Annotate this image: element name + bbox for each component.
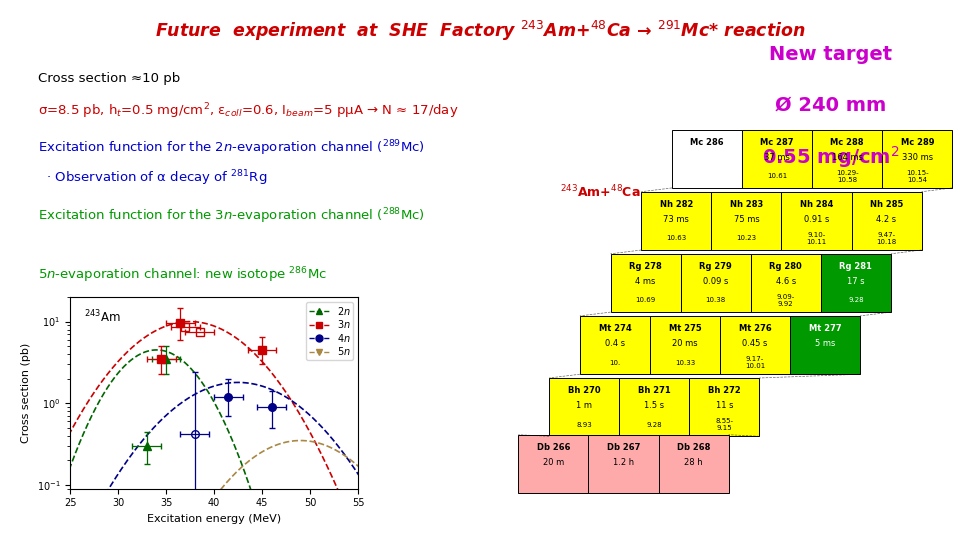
Text: Future  experiment  at  SHE  Factory $^{243}$Am+$^{48}$Ca → $^{291}$Mc* reaction: Future experiment at SHE Factory $^{243}… bbox=[155, 19, 805, 43]
Text: 0.91 s: 0.91 s bbox=[804, 214, 829, 224]
Text: 0.45 s: 0.45 s bbox=[742, 339, 768, 348]
Text: Bh 272: Bh 272 bbox=[708, 386, 741, 395]
Text: New target: New target bbox=[769, 44, 892, 64]
Text: $^{243}$Am+$^{48}$Ca: $^{243}$Am+$^{48}$Ca bbox=[560, 184, 640, 200]
Bar bbox=[672, 130, 742, 188]
Text: Mc 287: Mc 287 bbox=[760, 138, 794, 147]
Bar bbox=[659, 435, 729, 493]
Text: 17 s: 17 s bbox=[847, 276, 865, 286]
Bar bbox=[689, 378, 759, 436]
Text: Nh 282: Nh 282 bbox=[660, 200, 693, 209]
Bar bbox=[781, 192, 852, 250]
Text: 8.55-
9.15: 8.55- 9.15 bbox=[715, 418, 733, 431]
Text: 10.: 10. bbox=[610, 360, 620, 366]
Text: 5 ms: 5 ms bbox=[815, 339, 835, 348]
Text: $^{243}$Am: $^{243}$Am bbox=[84, 308, 121, 325]
Text: 9.17-
10.01: 9.17- 10.01 bbox=[745, 356, 765, 369]
Text: 1 m: 1 m bbox=[576, 401, 592, 410]
Y-axis label: Cross section (pb): Cross section (pb) bbox=[21, 343, 31, 443]
Bar bbox=[720, 316, 790, 374]
Text: 0.55 mg/cm$^2$: 0.55 mg/cm$^2$ bbox=[761, 144, 900, 170]
Bar bbox=[611, 254, 681, 312]
Text: 4.2 s: 4.2 s bbox=[876, 214, 897, 224]
Bar bbox=[588, 435, 659, 493]
Text: 10.23: 10.23 bbox=[736, 235, 756, 241]
Text: 10.15-
10.54: 10.15- 10.54 bbox=[906, 170, 928, 183]
Text: 1.2 h: 1.2 h bbox=[612, 457, 635, 467]
Legend: 2$n$, 3$n$, 4$n$, 5$n$: 2$n$, 3$n$, 4$n$, 5$n$ bbox=[306, 302, 353, 360]
Text: Excitation function for the 2$n$-evaporation channel ($^{289}$Mc): Excitation function for the 2$n$-evapora… bbox=[38, 139, 425, 158]
Text: Rg 280: Rg 280 bbox=[769, 262, 803, 271]
Bar bbox=[882, 130, 952, 188]
Text: Mt 277: Mt 277 bbox=[809, 324, 841, 333]
Text: Rg 281: Rg 281 bbox=[839, 262, 873, 271]
Text: 37 ms: 37 ms bbox=[764, 152, 790, 161]
Text: 1.5 s: 1.5 s bbox=[644, 401, 664, 410]
Text: Db 266: Db 266 bbox=[537, 443, 570, 452]
Text: Mt 275: Mt 275 bbox=[668, 324, 702, 333]
Text: 5$n$-evaporation channel: new isotope $^{286}$Mc: 5$n$-evaporation channel: new isotope $^… bbox=[38, 266, 327, 285]
Text: 10.38: 10.38 bbox=[706, 298, 726, 303]
Bar bbox=[711, 192, 781, 250]
Bar bbox=[821, 254, 891, 312]
Text: 9.28: 9.28 bbox=[848, 298, 864, 303]
Text: Nh 283: Nh 283 bbox=[730, 200, 763, 209]
Text: Db 268: Db 268 bbox=[677, 443, 710, 452]
Text: 9.28: 9.28 bbox=[646, 422, 662, 428]
Text: 0.4 s: 0.4 s bbox=[605, 339, 625, 348]
Text: 28 h: 28 h bbox=[684, 457, 703, 467]
Bar bbox=[742, 130, 812, 188]
Text: 10.63: 10.63 bbox=[666, 235, 686, 241]
Text: 20 ms: 20 ms bbox=[672, 339, 698, 348]
Text: Bh 271: Bh 271 bbox=[637, 386, 671, 395]
Text: 8.93: 8.93 bbox=[576, 422, 592, 428]
Text: Cross section ≈10 pb: Cross section ≈10 pb bbox=[38, 72, 180, 85]
Text: Rg 279: Rg 279 bbox=[699, 262, 732, 271]
Bar bbox=[619, 378, 689, 436]
Bar bbox=[518, 435, 588, 493]
Text: 10.61: 10.61 bbox=[767, 173, 787, 179]
Text: Mc 288: Mc 288 bbox=[830, 138, 864, 147]
Text: 20 m: 20 m bbox=[542, 457, 564, 467]
Text: σ=8.5 pb, h$_t$=0.5 mg/cm$^2$, ε$_{coll}$=0.6, I$_{beam}$=5 pμA → N ≈ 17/day: σ=8.5 pb, h$_t$=0.5 mg/cm$^2$, ε$_{coll}… bbox=[38, 101, 459, 120]
Text: Rg 278: Rg 278 bbox=[629, 262, 662, 271]
X-axis label: Excitation energy (MeV): Excitation energy (MeV) bbox=[147, 514, 281, 524]
Text: 9.47-
10.18: 9.47- 10.18 bbox=[876, 232, 897, 245]
Bar bbox=[650, 316, 720, 374]
Text: Mc 286: Mc 286 bbox=[690, 138, 724, 147]
Text: 10.33: 10.33 bbox=[675, 360, 695, 366]
Bar bbox=[790, 316, 860, 374]
Bar bbox=[641, 192, 711, 250]
Text: 330 ms: 330 ms bbox=[901, 152, 933, 161]
Text: 73 ms: 73 ms bbox=[663, 214, 689, 224]
Text: 75 ms: 75 ms bbox=[733, 214, 759, 224]
Text: Mc 289: Mc 289 bbox=[900, 138, 934, 147]
Text: 164 ms: 164 ms bbox=[831, 152, 863, 161]
Text: Nh 284: Nh 284 bbox=[800, 200, 833, 209]
Text: Bh 270: Bh 270 bbox=[568, 386, 600, 395]
Text: Mt 276: Mt 276 bbox=[738, 324, 772, 333]
Bar bbox=[812, 130, 882, 188]
Bar bbox=[681, 254, 751, 312]
Text: Ø 240 mm: Ø 240 mm bbox=[775, 96, 886, 115]
Text: 4.6 s: 4.6 s bbox=[776, 276, 796, 286]
Text: · Observation of α decay of $^{281}$Rg: · Observation of α decay of $^{281}$Rg bbox=[38, 168, 268, 188]
Bar bbox=[580, 316, 650, 374]
Text: 4 ms: 4 ms bbox=[636, 276, 656, 286]
Text: 9.10-
10.11: 9.10- 10.11 bbox=[806, 232, 827, 245]
Text: 10.29-
10.58: 10.29- 10.58 bbox=[836, 170, 858, 183]
Bar bbox=[751, 254, 821, 312]
Text: Db 267: Db 267 bbox=[607, 443, 640, 452]
Bar bbox=[549, 378, 619, 436]
Text: 0.09 s: 0.09 s bbox=[703, 276, 729, 286]
Text: 10.69: 10.69 bbox=[636, 298, 656, 303]
Bar bbox=[852, 192, 922, 250]
Text: 9.09-
9.92: 9.09- 9.92 bbox=[777, 294, 795, 307]
Text: 11 s: 11 s bbox=[715, 401, 733, 410]
Text: Nh 285: Nh 285 bbox=[870, 200, 903, 209]
Text: Mt 274: Mt 274 bbox=[598, 324, 632, 333]
Text: Excitation function for the 3$n$-evaporation channel ($^{288}$Mc): Excitation function for the 3$n$-evapora… bbox=[38, 206, 425, 226]
